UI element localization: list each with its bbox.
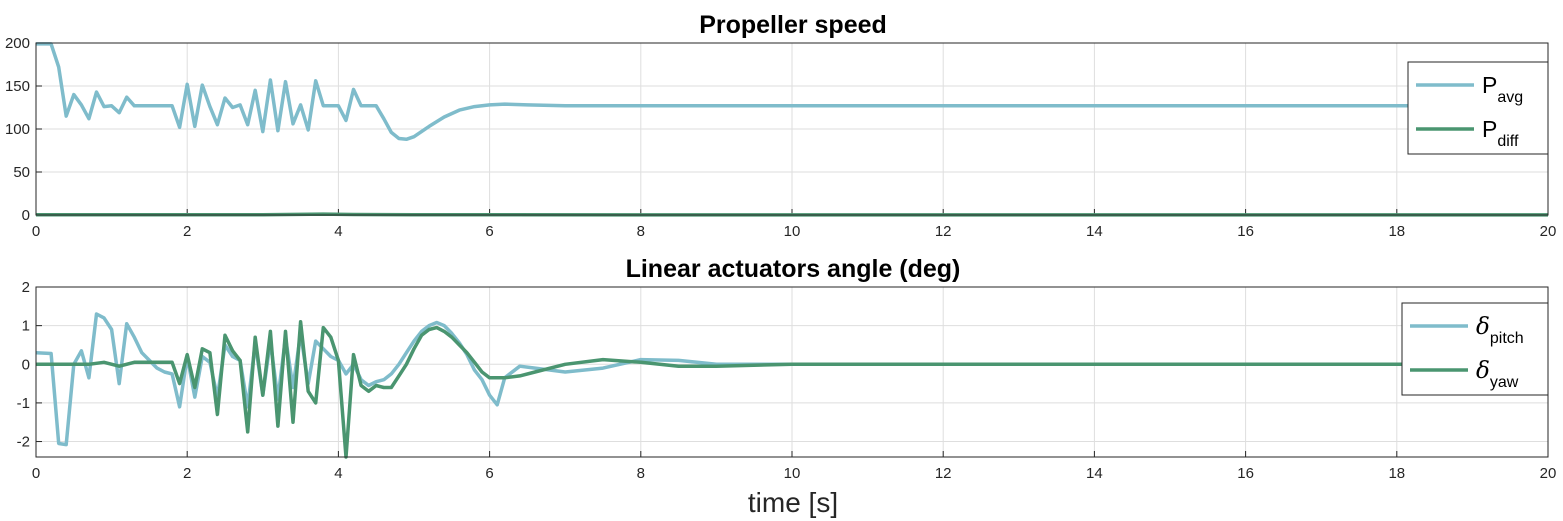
x-tick-label: 8 xyxy=(637,223,645,240)
legend-box xyxy=(1407,61,1549,155)
x-tick-label: 20 xyxy=(1540,223,1557,240)
x-tick-label: 8 xyxy=(637,465,645,482)
legend-entry: δyaw xyxy=(1476,358,1519,391)
x-tick-label: 16 xyxy=(1237,223,1254,240)
x-tick-label: 18 xyxy=(1388,223,1405,240)
x-tick-label: 0 xyxy=(32,465,40,482)
x-tick-label: 4 xyxy=(334,223,342,240)
x-tick-label: 6 xyxy=(485,223,493,240)
y-tick-label: -2 xyxy=(17,434,30,451)
x-tick-label: 12 xyxy=(935,223,952,240)
y-tick-label: 1 xyxy=(22,318,30,335)
legend-box xyxy=(1401,302,1549,396)
y-tick-label: 0 xyxy=(22,356,30,373)
y-tick-label: -1 xyxy=(17,395,30,412)
legend-entry: Pavg xyxy=(1482,72,1523,106)
series-line-delta-yaw xyxy=(36,320,1548,459)
subplot-title: Propeller speed xyxy=(699,11,887,39)
subplot-propeller-speed: Propeller speed 0 2 4 6 8 10 12 14 16 18 200501001… xyxy=(5,11,1556,240)
legend: Pavg Pdiff xyxy=(1407,61,1549,155)
x-tick-label: 0 xyxy=(32,223,40,240)
x-tick-label: 2 xyxy=(183,223,191,240)
series-line-p-avg xyxy=(36,42,1548,142)
y-tick-label: 100 xyxy=(5,121,30,138)
subplot-title: Linear actuators angle (deg) xyxy=(626,255,961,283)
legend-entry: Pdiff xyxy=(1482,116,1519,150)
series-line-delta-pitch xyxy=(36,312,1548,447)
x-axis-label: time [s] xyxy=(748,487,838,518)
x-tick-label: 4 xyxy=(334,465,342,482)
x-tick-label: 2 xyxy=(183,465,191,482)
y-tick-label: 200 xyxy=(5,35,30,52)
y-tick-label: 2 xyxy=(22,279,30,296)
y-tick-label: 0 xyxy=(22,207,30,224)
subplot-actuators-angle: Linear actuators angle (deg) time [s] 0 2… xyxy=(17,255,1557,518)
legend-entry: δpitch xyxy=(1476,314,1524,347)
x-tick-label: 10 xyxy=(784,223,801,240)
y-tick-label: 50 xyxy=(13,164,30,181)
x-tick-label: 14 xyxy=(1086,465,1103,482)
x-tick-label: 6 xyxy=(485,465,493,482)
x-tick-label: 18 xyxy=(1388,465,1405,482)
legend: δpitch δyaw xyxy=(1401,302,1549,396)
x-tick-label: 20 xyxy=(1540,465,1557,482)
x-tick-label: 10 xyxy=(784,465,801,482)
x-tick-label: 16 xyxy=(1237,465,1254,482)
y-tick-label: 150 xyxy=(5,78,30,95)
x-tick-label: 14 xyxy=(1086,223,1103,240)
x-tick-label: 12 xyxy=(935,465,952,482)
